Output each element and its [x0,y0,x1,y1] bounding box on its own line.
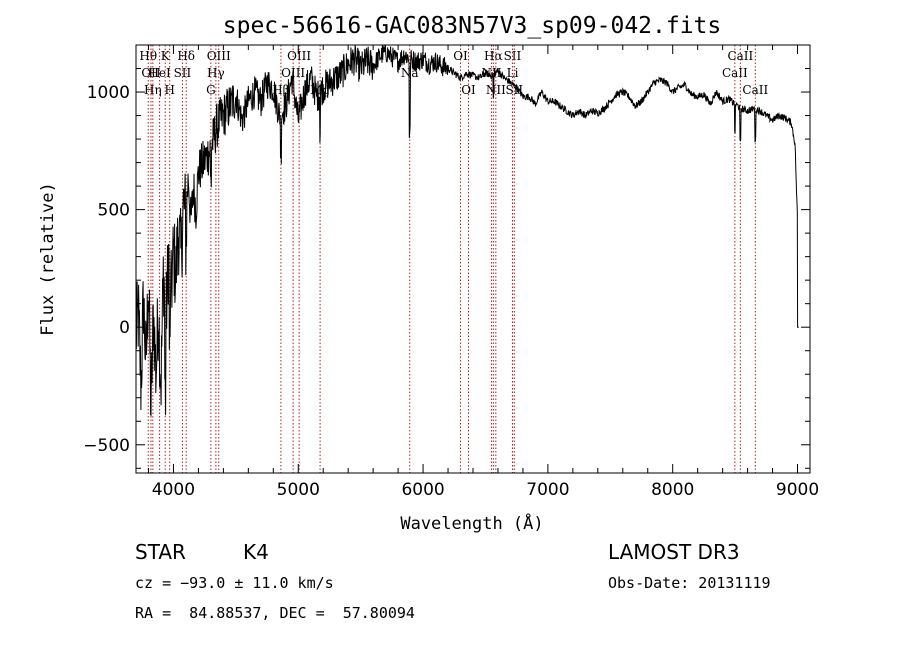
axes-group [135,44,811,474]
object-subclass: K4 [243,540,269,564]
marker-label-4: K [161,49,171,63]
plot-frame [135,44,811,474]
marker-label-2: Hη [144,83,162,97]
y-tick-label-3: 1000 [87,83,130,103]
marker-label-24: CaII [722,66,748,80]
x-tick-label-0: 4000 [152,480,195,500]
marker-label-10: OIII [207,49,231,63]
x-tick-label-4: 8000 [651,480,694,500]
marker-label-22: Li [507,66,519,80]
marker-label-3: HeI [148,66,171,80]
x-tick-label-3: 7000 [526,480,569,500]
marker-label-19: Hα [484,49,503,63]
line-markers-group: HθOIIHηHeIKHSIIHδGHγOIIIHβOIIIOIIIMgNaOI… [139,45,768,473]
marker-label-1: OII [141,66,161,80]
marker-label-5: H [164,83,174,97]
observation-date: Obs-Date: 20131119 [608,574,771,592]
tick-labels-group: 4000 5000 6000 7000 8000 9000 −500 0 500 1000 [83,83,819,500]
marker-label-16: OI [453,49,468,63]
chart-title: spec-56616-GAC083N57V3_sp09-042.fits [223,13,722,39]
y-tick-label-0: −500 [83,436,130,456]
marker-label-13: OIII [287,49,311,63]
marker-label-8: G [206,83,216,97]
x-axis-label: Wavelength (Å) [400,512,543,534]
spectrum-line [135,44,799,417]
x-tick-label-5: 9000 [776,480,819,500]
marker-label-25: CaII [727,49,753,63]
marker-label-7: Hδ [177,49,195,63]
spectrum-group [135,44,799,417]
y-axis-label: Flux (relative) [38,182,58,336]
marker-label-17: OI [461,83,476,97]
marker-label-26: CaII [742,83,768,97]
y-tick-label-1: 0 [119,318,130,338]
redshift-velocity: cz = −93.0 ± 11.0 km/s [135,574,334,592]
object-class: STAR [135,540,186,564]
x-tick-label-1: 5000 [277,480,320,500]
marker-label-0: Hθ [139,49,157,63]
survey-name: LAMOST DR3 [608,540,740,564]
y-tick-label-2: 500 [98,201,130,221]
marker-label-6: SII [174,66,192,80]
x-tick-label-2: 6000 [401,480,444,500]
marker-label-20: NII [486,83,506,97]
sky-coordinates: RA = 84.88537, DEC = 57.80094 [135,604,415,622]
marker-label-9: Hγ [207,66,225,80]
